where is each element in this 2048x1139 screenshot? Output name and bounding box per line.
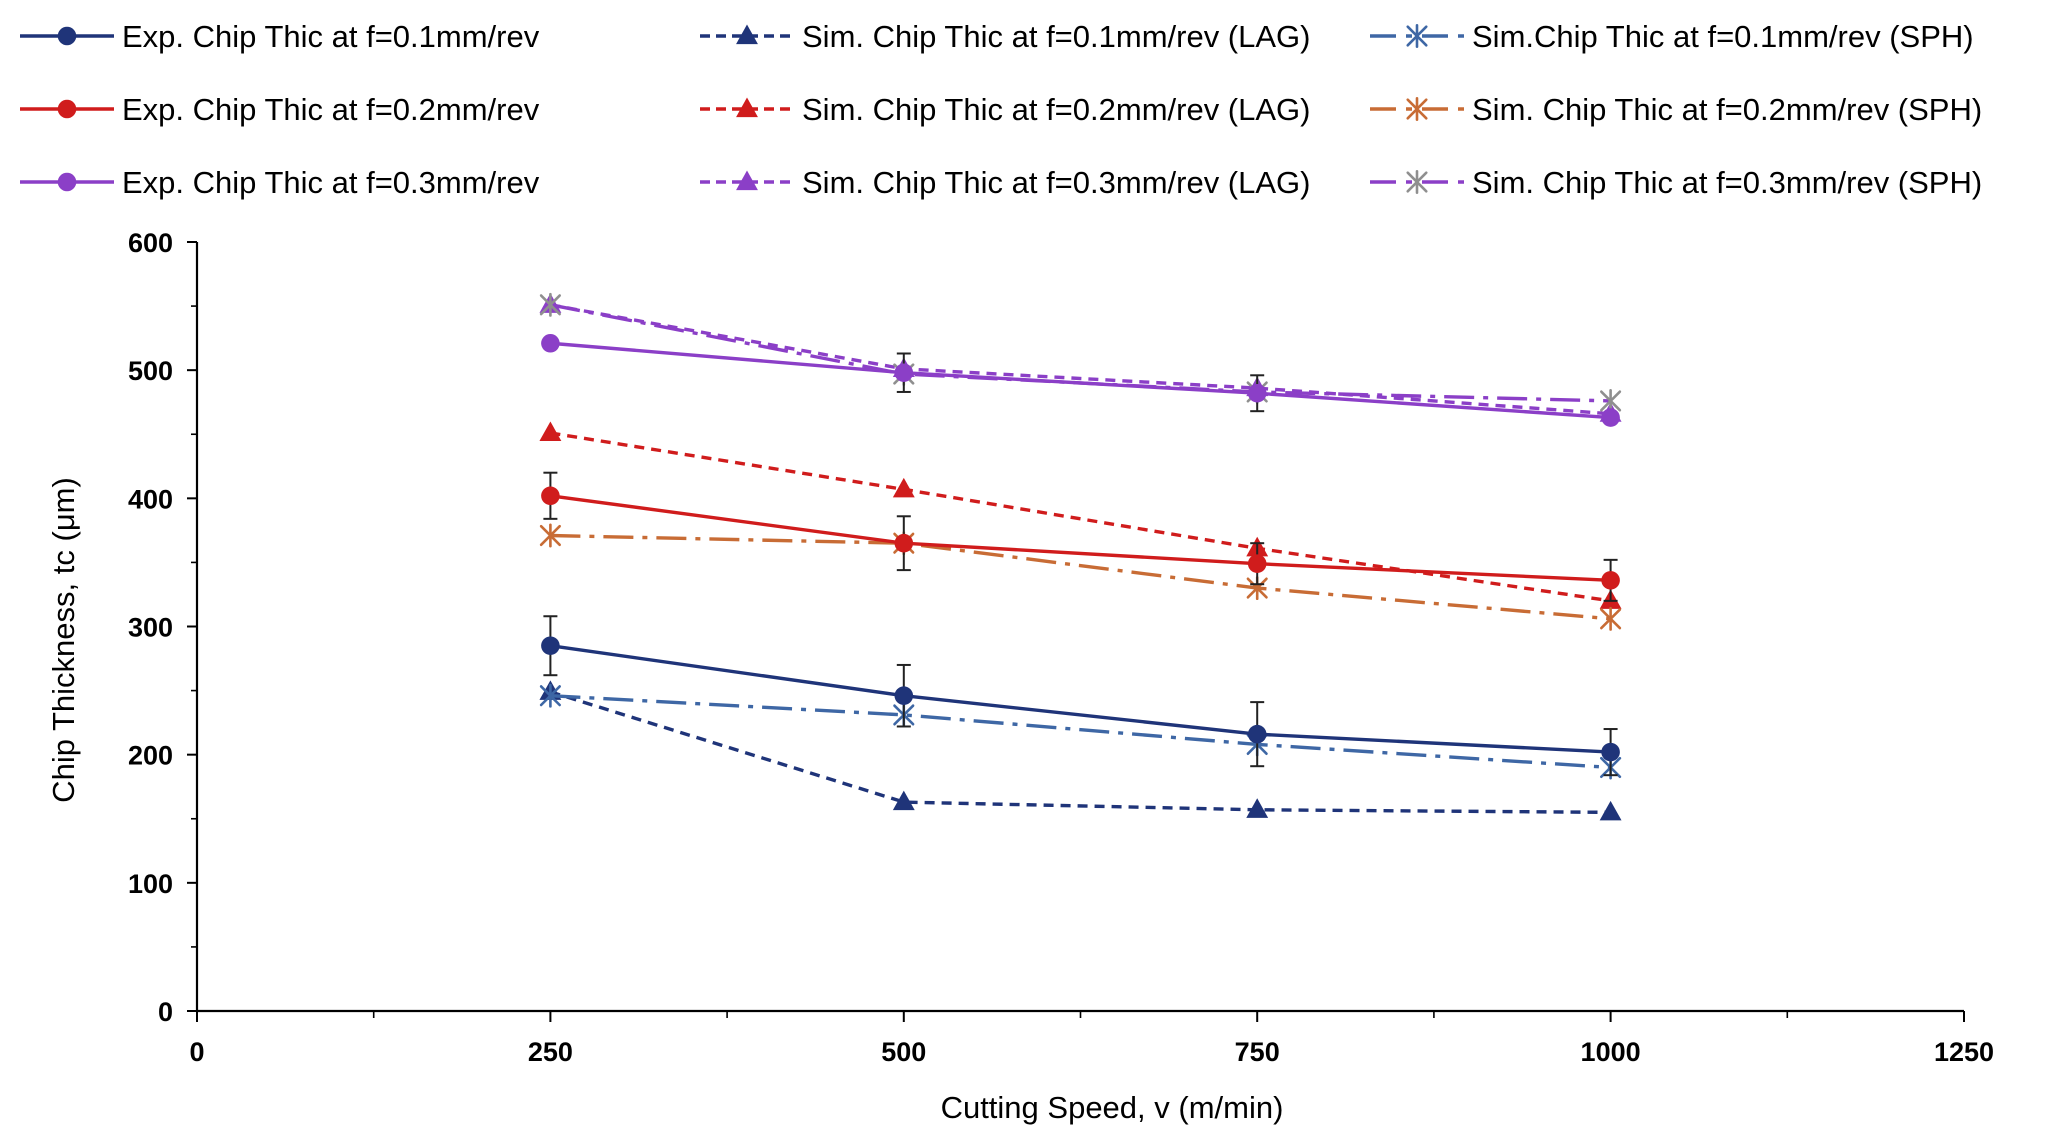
legend-marker	[1406, 170, 1428, 194]
y-tick-label: 300	[128, 613, 173, 643]
legend-item: Sim. Chip Thic at f=0.3mm/rev (LAG)	[700, 165, 1311, 200]
series-2	[539, 680, 1622, 821]
legend-marker	[57, 99, 77, 119]
series-line	[550, 303, 1611, 403]
data-point	[541, 486, 560, 506]
legend-item: Exp. Chip Thic at f=0.1mm/rev	[20, 19, 540, 54]
legend-marker	[1406, 97, 1428, 121]
data-point	[1247, 554, 1267, 573]
legend-marker	[57, 26, 77, 46]
data-point	[1601, 742, 1620, 762]
legend-label: Sim. Chip Thic at f=0.2mm/rev (SPH)	[1472, 92, 1982, 127]
y-tick-label: 0	[158, 997, 173, 1027]
data-point	[1601, 571, 1620, 590]
series-4	[541, 471, 1620, 602]
legend-label: Exp. Chip Thic at f=0.1mm/rev	[122, 19, 540, 54]
data-point	[539, 683, 561, 708]
legend-label: Sim. Chip Thic at f=0.3mm/rev (LAG)	[802, 165, 1311, 200]
legend-item: Sim. Chip Thic at f=0.2mm/rev (SPH)	[1370, 92, 1982, 127]
axes: 0 100 200 300 400 500 600 0 250 500 750 1000 1250	[128, 228, 1994, 1067]
legend-label: Sim. Chip Thic at f=0.3mm/rev (SPH)	[1472, 165, 1982, 200]
data-point	[894, 533, 914, 553]
data-point	[1600, 388, 1622, 413]
x-axis-title: Cutting Speed, v (m/min)	[941, 1090, 1284, 1125]
x-tick-label: 0	[189, 1037, 204, 1067]
y-tick-label: 400	[128, 484, 173, 514]
legend-label: Sim.Chip Thic at f=0.1mm/rev (SPH)	[1472, 19, 1974, 54]
data-point	[1599, 800, 1622, 821]
data-point	[1600, 606, 1622, 631]
data-point	[894, 686, 914, 705]
legend-marker	[736, 97, 758, 118]
x-tick-label: 1000	[1581, 1037, 1641, 1067]
legend-item: Exp. Chip Thic at f=0.3mm/rev	[20, 165, 540, 200]
data-point	[539, 292, 561, 317]
legend: Exp. Chip Thic at f=0.1mm/rev Sim. Chip T…	[20, 19, 1982, 200]
legend-item: Sim. Chip Thic at f=0.1mm/rev (LAG)	[700, 19, 1311, 54]
legend-label: Sim. Chip Thic at f=0.2mm/rev (LAG)	[802, 92, 1311, 127]
data-point	[539, 421, 562, 442]
series-line	[550, 494, 1611, 583]
plot-area	[539, 292, 1622, 821]
x-tick-label: 250	[528, 1037, 573, 1067]
series-3	[539, 683, 1622, 780]
series-line	[550, 694, 1611, 770]
legend-marker	[1406, 24, 1428, 48]
data-point	[541, 636, 560, 656]
y-axis-title: Chip Thickness, tc (μm)	[46, 477, 81, 803]
data-point	[894, 363, 914, 383]
data-point	[539, 523, 561, 548]
y-tick-label: 200	[128, 741, 173, 771]
legend-marker	[736, 170, 758, 191]
series-line	[550, 644, 1611, 754]
legend-item: Sim. Chip Thic at f=0.3mm/rev (SPH)	[1370, 165, 1982, 200]
y-tick-label: 500	[128, 356, 173, 386]
x-tick-label: 1250	[1934, 1037, 1994, 1067]
series-line	[550, 533, 1611, 621]
data-point	[1247, 383, 1267, 403]
series-line	[550, 303, 1611, 416]
legend-label: Exp. Chip Thic at f=0.3mm/rev	[122, 165, 540, 200]
y-tick-label: 600	[128, 228, 173, 258]
legend-item: Exp. Chip Thic at f=0.2mm/rev	[20, 92, 540, 127]
x-tick-label: 750	[1235, 1037, 1280, 1067]
data-point	[892, 790, 915, 811]
data-point	[1247, 724, 1267, 744]
data-point	[1601, 408, 1620, 427]
series-1	[541, 615, 1620, 777]
x-tick-label: 500	[881, 1037, 926, 1067]
data-point	[1246, 798, 1269, 818]
series-line	[549, 690, 1611, 815]
legend-marker	[57, 172, 77, 192]
series-9	[539, 292, 1622, 413]
series-7	[541, 333, 1620, 427]
legend-marker	[736, 24, 758, 45]
legend-item: Sim. Chip Thic at f=0.2mm/rev (LAG)	[700, 92, 1311, 127]
data-point	[892, 477, 915, 498]
y-tick-label: 100	[128, 869, 173, 899]
legend-item: Sim.Chip Thic at f=0.1mm/rev (SPH)	[1370, 19, 1974, 54]
data-point	[541, 333, 560, 353]
series-line	[550, 341, 1611, 420]
legend-label: Sim. Chip Thic at f=0.1mm/rev (LAG)	[802, 19, 1311, 54]
series-line	[550, 431, 1611, 603]
legend-label: Exp. Chip Thic at f=0.2mm/rev	[122, 92, 540, 127]
